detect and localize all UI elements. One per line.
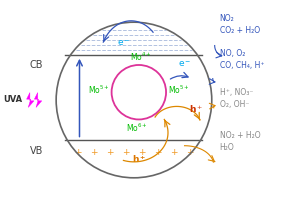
Text: Mo$^{5+}$: Mo$^{5+}$ (88, 84, 110, 96)
Text: H⁺, NO₃⁻
O₂, OH⁻: H⁺, NO₃⁻ O₂, OH⁻ (220, 88, 253, 109)
Text: Mo$^{6+}$: Mo$^{6+}$ (126, 121, 148, 134)
Text: +: + (74, 148, 82, 157)
Text: e$^-$: e$^-$ (118, 38, 131, 48)
Text: UVA: UVA (3, 95, 22, 104)
Text: NO₂ + H₂O
H₂O: NO₂ + H₂O H₂O (220, 131, 260, 152)
Text: NO, O₂
CO, CH₄, H⁺: NO, O₂ CO, CH₄, H⁺ (220, 49, 264, 70)
Text: +: + (186, 148, 194, 157)
Text: NO₂
CO₂ + H₂O: NO₂ CO₂ + H₂O (220, 14, 260, 35)
Text: h$^+$: h$^+$ (189, 103, 203, 115)
Text: e$^-$: e$^-$ (178, 59, 192, 69)
Text: +: + (90, 148, 98, 157)
Text: +: + (106, 148, 114, 157)
Polygon shape (34, 93, 42, 107)
Text: CB: CB (30, 60, 43, 70)
Polygon shape (27, 93, 34, 107)
Text: Mo$^{5+}$: Mo$^{5+}$ (168, 84, 190, 96)
Text: VB: VB (30, 146, 43, 156)
Text: +: + (122, 148, 130, 157)
Text: +: + (138, 148, 146, 157)
Text: $\mathbf{h^+}$: $\mathbf{h^+}$ (132, 153, 146, 165)
Text: Mo$^{4+}$: Mo$^{4+}$ (130, 51, 152, 63)
Text: +: + (170, 148, 178, 157)
Text: +: + (154, 148, 162, 157)
